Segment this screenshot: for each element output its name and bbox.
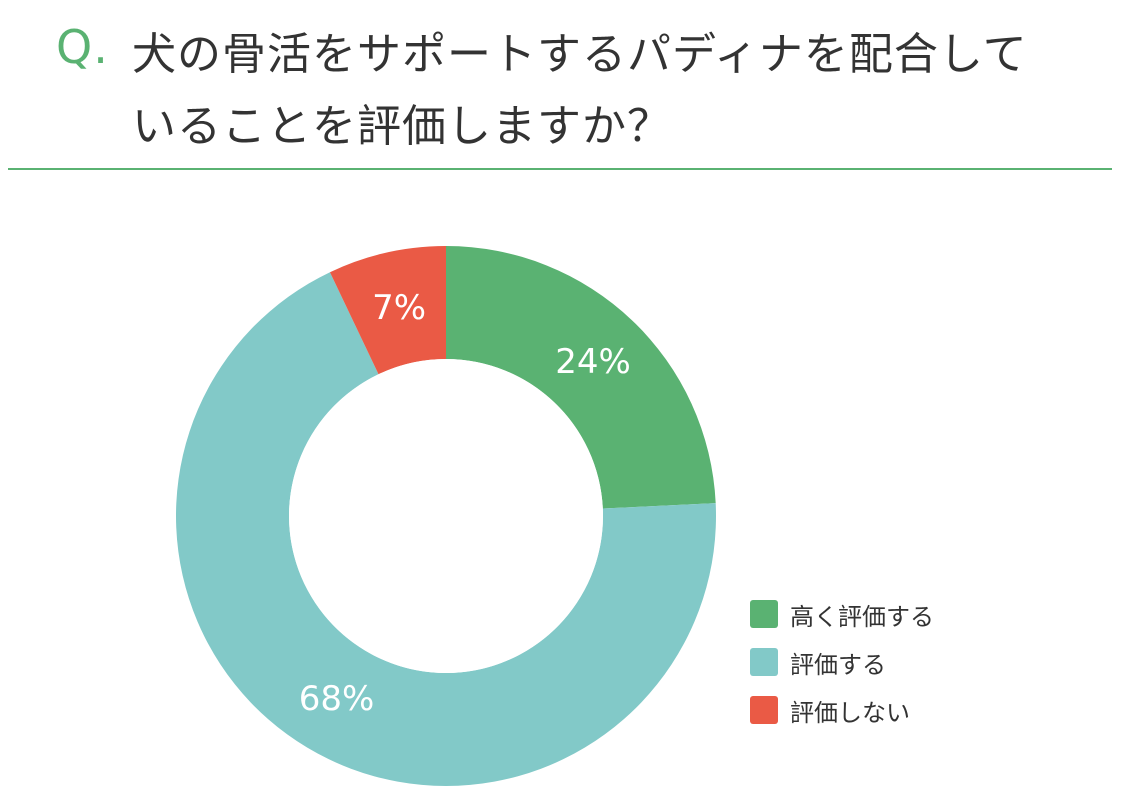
slice-2 [329,246,446,375]
slice-label-0: 24% [555,342,631,382]
question-prefix: Q. [56,20,109,74]
divider-line [8,168,1112,170]
legend-item-0: 高く評価する [750,590,934,638]
legend-label-2: 評価しない [790,698,910,727]
donut-hole [289,359,603,673]
legend-swatch-0 [750,600,778,628]
slice-label-1: 68% [299,679,375,719]
slice-0 [446,246,716,509]
slice-1 [175,272,716,786]
legend-label-0: 高く評価する [790,602,934,631]
question-line-1: 犬の骨活をサポートするパディナを配合して [132,29,1028,80]
legend-item-1: 評価する [750,638,934,686]
legend-swatch-1 [750,648,778,676]
legend-label-1: 評価する [790,650,886,679]
legend-swatch-2 [750,696,778,724]
legend-item-2: 評価しない [750,686,934,734]
question-line-2: いることを評価しますか？ [132,101,672,152]
chart-legend: 高く評価する 評価する評価しない [750,590,934,734]
slice-label-2: 7% [372,288,426,328]
